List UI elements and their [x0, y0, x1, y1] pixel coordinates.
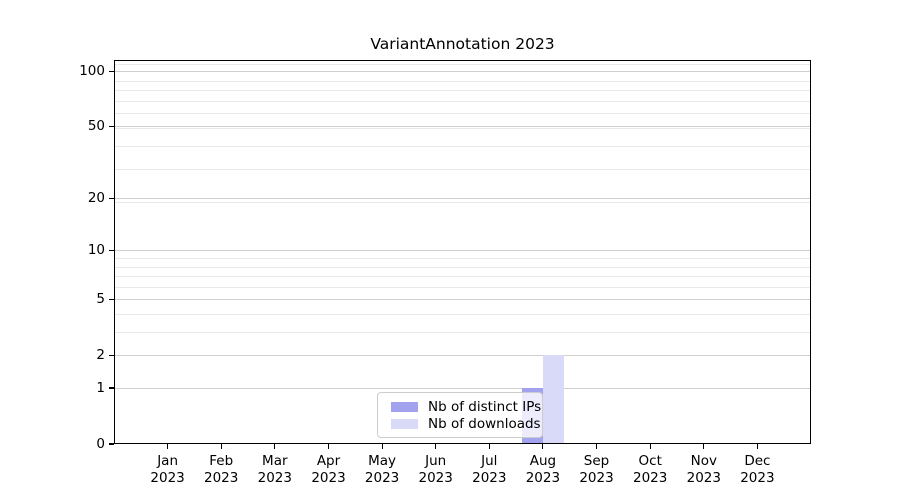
x-tick-mark: [381, 444, 383, 449]
gridline-major: [114, 299, 811, 301]
gridline-minor: [114, 286, 811, 288]
y-tick-label: 1: [96, 380, 105, 396]
plot-frame: [114, 60, 811, 444]
gridline-minor: [114, 314, 811, 315]
x-tick-label: Jul 2023: [472, 453, 507, 486]
plot-area: [114, 60, 811, 444]
legend-item-distinct-ips: Nb of distinct IPs: [385, 399, 542, 415]
legend-label-distinct-ips: Nb of distinct IPs: [428, 399, 542, 415]
gridline-minor: [114, 80, 811, 82]
x-tick-label: Nov 2023: [686, 453, 721, 486]
x-tick-mark: [327, 444, 330, 449]
y-tick-label: 20: [87, 190, 105, 207]
bar-aug-2023-s1: [542, 355, 564, 444]
gridline-major: [114, 126, 811, 128]
x-tick-mark: [220, 444, 222, 449]
y-tick-mark: [109, 249, 114, 251]
y-tick-mark: [109, 298, 114, 300]
x-tick-label: May 2023: [364, 453, 400, 486]
y-tick-label: 10: [87, 242, 105, 259]
x-tick-mark: [435, 444, 437, 449]
y-tick-label: 5: [96, 291, 105, 308]
x-tick-label: Apr 2023: [311, 453, 346, 486]
y-tick-mark: [109, 443, 114, 445]
y-tick-label: 50: [87, 118, 105, 135]
x-tick-mark: [595, 444, 598, 449]
x-tick-label: Oct 2023: [633, 453, 668, 486]
chart-title: VariantAnnotation 2023: [370, 35, 555, 53]
x-tick-mark: [488, 444, 490, 449]
legend-swatch-distinct-ips: [391, 402, 418, 412]
gridline-major: [114, 388, 811, 389]
gridline-minor: [114, 332, 811, 333]
x-tick-label: Jan 2023: [150, 453, 185, 486]
gridline-major: [114, 355, 811, 357]
y-tick-mark: [109, 70, 114, 72]
legend-label-downloads: Nb of downloads: [428, 416, 541, 432]
x-tick-mark: [756, 444, 758, 449]
x-tick-label: Mar 2023: [257, 453, 292, 486]
gridline-major: [114, 250, 811, 252]
gridline-minor: [114, 258, 811, 259]
gridline-minor: [114, 169, 811, 171]
x-tick-mark: [167, 444, 169, 449]
x-tick-label: Sep 2023: [579, 453, 614, 486]
y-tick-label: 0: [96, 436, 105, 452]
x-tick-label: Aug 2023: [525, 453, 561, 486]
x-tick-label: Jun 2023: [418, 453, 453, 486]
gridline-minor: [114, 276, 811, 277]
x-tick-mark: [274, 444, 276, 449]
gridline-minor: [114, 146, 811, 147]
legend-swatch-downloads: [391, 419, 418, 429]
y-tick-mark: [109, 197, 114, 199]
gridline-minor: [114, 266, 811, 268]
gridline-minor: [114, 90, 811, 91]
gridline-minor: [114, 113, 811, 115]
gridline-major: [114, 71, 811, 73]
x-tick-label: Dec 2023: [740, 453, 775, 486]
x-tick-mark: [649, 444, 651, 449]
x-tick-label: Feb 2023: [204, 453, 239, 486]
x-tick-mark: [542, 444, 544, 449]
legend-item-downloads: Nb of downloads: [385, 416, 542, 432]
y-tick-label: 100: [79, 63, 105, 80]
y-tick-label: 2: [96, 347, 105, 364]
gridline-minor: [114, 100, 811, 102]
y-tick-mark: [109, 125, 114, 127]
gridline-minor: [114, 202, 811, 203]
legend: Nb of distinct IPs Nb of downloads: [377, 392, 543, 438]
y-tick-mark: [109, 387, 114, 389]
x-tick-mark: [703, 444, 705, 449]
gridline-major: [114, 198, 811, 200]
gridline-minor: [114, 64, 811, 66]
y-tick-mark: [109, 354, 114, 356]
gridline-minor: [114, 128, 811, 129]
